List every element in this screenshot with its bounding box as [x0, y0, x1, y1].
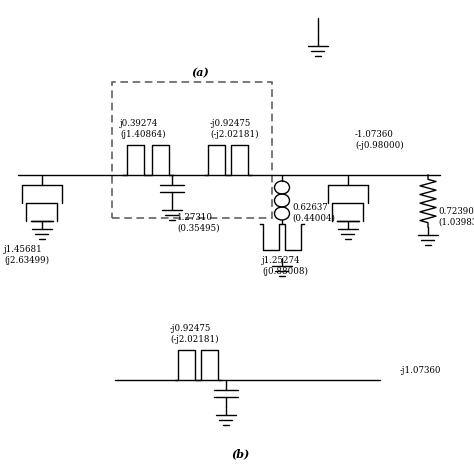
Text: j1.45681
(j2.63499): j1.45681 (j2.63499): [4, 245, 49, 264]
Text: 0.72390
(1.03983): 0.72390 (1.03983): [438, 207, 474, 227]
Text: -j1.07360: -j1.07360: [400, 366, 441, 375]
Text: j1.25274
(j0.88008): j1.25274 (j0.88008): [262, 256, 308, 275]
Text: (b): (b): [231, 448, 249, 459]
Text: (a): (a): [191, 67, 209, 78]
Text: 0.62637
(0.44004): 0.62637 (0.44004): [292, 203, 335, 222]
Text: -j0.92475
(-j2.02181): -j0.92475 (-j2.02181): [170, 324, 219, 344]
Text: j0.39274
(j1.40864): j0.39274 (j1.40864): [120, 119, 165, 139]
Bar: [112, 82, 272, 218]
Text: -1.07360
(-j0.98000): -1.07360 (-j0.98000): [355, 130, 404, 150]
Text: -j0.92475
(-j2.02181): -j0.92475 (-j2.02181): [210, 119, 259, 139]
Text: 1.27310
(0.35495): 1.27310 (0.35495): [177, 213, 219, 232]
